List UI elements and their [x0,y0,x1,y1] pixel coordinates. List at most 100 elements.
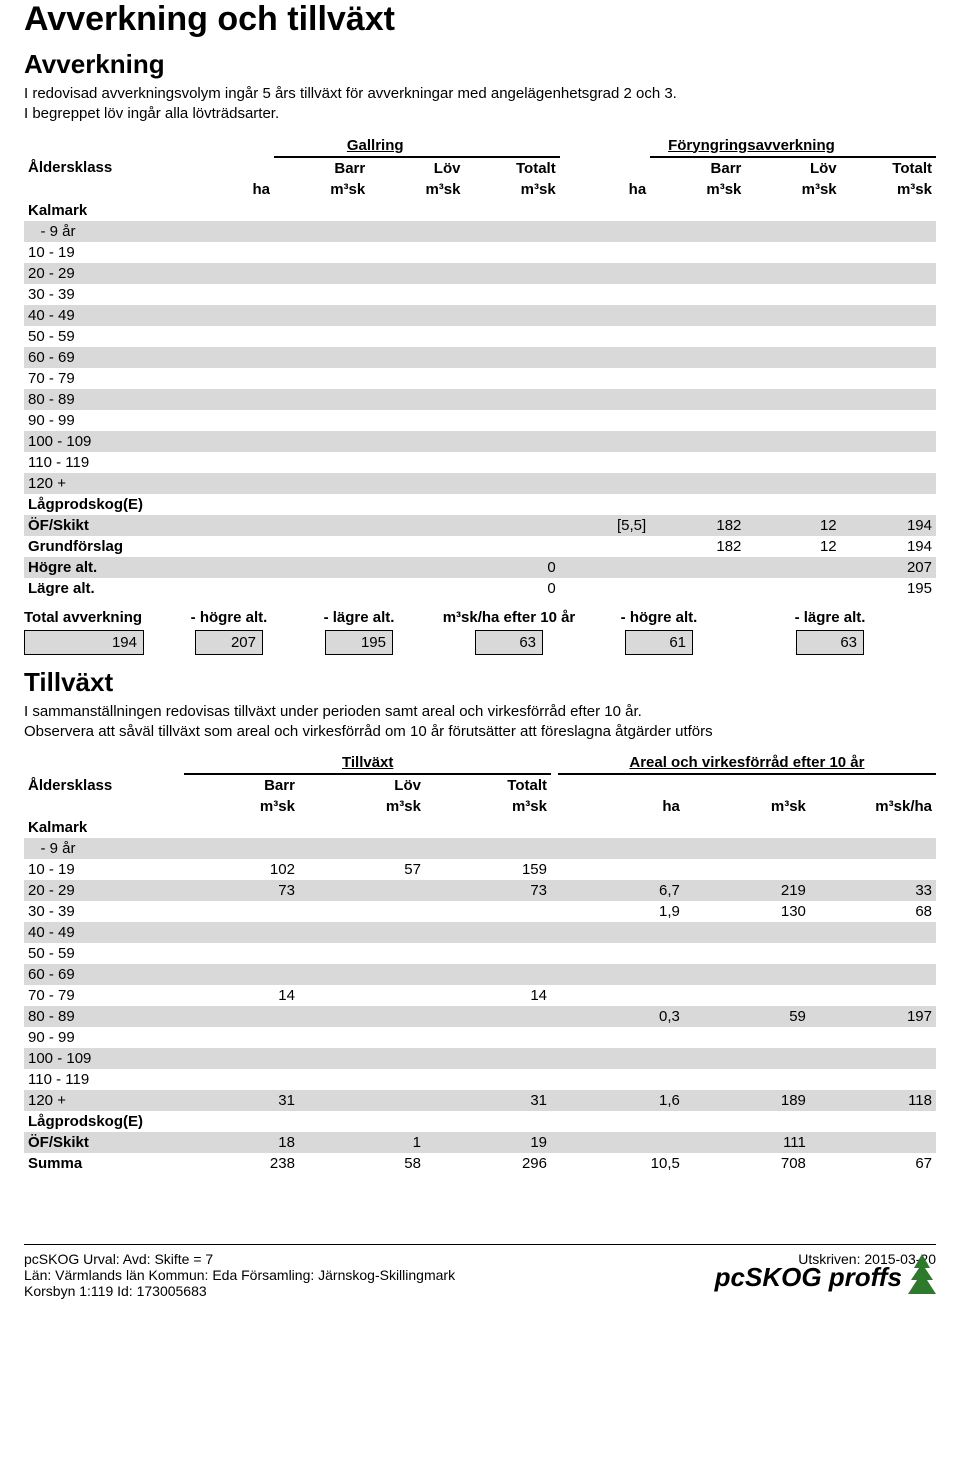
summary-box-1: 207 [195,630,263,655]
table-row: 40 - 49 [24,305,936,326]
unit-m3sk-l3: m³sk [464,179,559,200]
unit2-m3sk-1: m³sk [184,796,299,817]
intro-line-1: I redovisad avverkningsvolym ingår 5 års… [24,85,677,102]
table-row: 120 +31311,6189118 [24,1090,936,1111]
table-row: Grundförslag18212194 [24,536,936,557]
group-header-foryngring: Föryngringsavverkning [567,135,936,157]
unit2-m3sk-3: m³sk [425,796,551,817]
group-header-areal: Areal och virkesförråd efter 10 år [558,752,936,774]
summary-label-hogre2: - högre alt. [594,607,724,628]
intro-text: I redovisad avverkningsvolym ingår 5 års… [24,84,936,125]
table-row: 90 - 99 [24,410,936,431]
table-header-groups: Gallring Föryngringsavverkning [24,135,936,157]
unit-m3sk-r1: m³sk [650,179,745,200]
col-lov-r: Löv [745,157,840,179]
table-row: Kalmark [24,817,936,838]
unit-m3sk-l1: m³sk [274,179,369,200]
table-header-top: Åldersklass Barr Löv Totalt Barr Löv Tot… [24,157,936,179]
table-row: 20 - 2973736,721933 [24,880,936,901]
table-row: 70 - 791414 [24,985,936,1006]
table-row: Summa2385829610,570867 [24,1153,936,1174]
table-header-bottom: ha m³sk m³sk m³sk ha m³sk m³sk m³sk [24,179,936,200]
unit-m3sk-l2: m³sk [369,179,464,200]
table-row: 30 - 39 [24,284,936,305]
table-row: Lägre alt.0195 [24,578,936,599]
unit2-m3sk-2: m³sk [299,796,425,817]
table-row: ÖF/Skikt[5,5]18212194 [24,515,936,536]
table-row: 110 - 119 [24,452,936,473]
unit-m3sk-r2: m³sk [745,179,840,200]
summary-label-total: Total avverkning [24,607,164,628]
summary-label-lagre: - lägre alt. [294,607,424,628]
col-lov-l: Löv [369,157,464,179]
table-avverkning: Gallring Föryngringsavverkning Ålderskla… [24,135,936,599]
table-row: 110 - 119 [24,1069,936,1090]
table-row: 90 - 99 [24,1027,936,1048]
logo: pcSKOG proffs [715,1254,936,1301]
table-row: 60 - 69 [24,347,936,368]
unit-m3sk-r3: m³sk [841,179,936,200]
table-row: ÖF/Skikt18119111 [24,1132,936,1153]
logo-text: pcSKOG proffs [715,1262,902,1293]
group-header-gallring: Gallring [191,135,560,157]
table-row: 60 - 69 [24,964,936,985]
unit2-m3skha: m³sk/ha [810,796,936,817]
summary-table: Total avverkning - högre alt. - lägre al… [24,607,936,657]
col2-lov: Löv [299,774,425,796]
table-row: 100 - 109 [24,431,936,452]
table-row: 10 - 1910257159 [24,859,936,880]
section-heading-tillvaxt: Tillväxt [24,667,936,698]
table-row: Lågprodskog(E) [24,1111,936,1132]
table-row: Lågprodskog(E) [24,494,936,515]
intro-text-2: I sammanställningen redovisas tillväxt u… [24,702,936,743]
table-row: Kalmark [24,200,936,221]
table-row: 50 - 59 [24,326,936,347]
table2-header-top: Åldersklass Barr Löv Totalt [24,774,936,796]
unit2-m3sk-4: m³sk [684,796,810,817]
col-aldersklass: Åldersklass [24,157,191,179]
page-title: Avverkning och tillväxt [24,0,936,39]
intro-line-2: I begreppet löv ingår alla lövträdsarter… [24,105,279,122]
summary-label-hogre: - högre alt. [164,607,294,628]
table-row: 20 - 29 [24,263,936,284]
summary-box-4: 61 [625,630,693,655]
summary-label-lagre2: - lägre alt. [724,607,936,628]
page: Avverkning och tillväxt Avverkning I red… [0,0,960,1323]
intro-line-4: Observera att såväl tillväxt som areal o… [24,723,713,740]
summary-box-0: 194 [24,630,144,655]
table-row: 50 - 59 [24,943,936,964]
tree-icon [908,1254,936,1301]
table-row: 10 - 19 [24,242,936,263]
col-barr-r: Barr [650,157,745,179]
summary-box-2: 195 [325,630,393,655]
summary-box-3: 63 [475,630,543,655]
col2-aldersklass: Åldersklass [24,774,184,796]
col-totalt-r: Totalt [841,157,936,179]
table-row: 100 - 109 [24,1048,936,1069]
intro-line-3: I sammanställningen redovisas tillväxt u… [24,703,642,720]
table-row: Högre alt.0207 [24,557,936,578]
table-row: 120 + [24,473,936,494]
unit2-ha: ha [558,796,684,817]
unit-ha-l: ha [191,179,274,200]
section-heading-avverkning: Avverkning [24,49,936,80]
table-row: 30 - 391,913068 [24,901,936,922]
table2-header-groups: Tillväxt Areal och virkesförråd efter 10… [24,752,936,774]
table-tillvaxt: Tillväxt Areal och virkesförråd efter 10… [24,752,936,1174]
summary-box-5: 63 [796,630,864,655]
unit-ha-r: ha [567,179,650,200]
table2-header-bottom: m³sk m³sk m³sk ha m³sk m³sk/ha [24,796,936,817]
col2-barr: Barr [184,774,299,796]
table-row: 80 - 89 [24,389,936,410]
col2-totalt: Totalt [425,774,551,796]
table-row: - 9 år [24,838,936,859]
group-header-tillvaxt: Tillväxt [184,752,551,774]
col-totalt-l: Totalt [464,157,559,179]
col-barr-l: Barr [274,157,369,179]
table-row: 80 - 890,359197 [24,1006,936,1027]
page-footer: pcSKOG Urval: Avd: Skifte = 7 Län: Värml… [24,1244,936,1299]
table-row: 40 - 49 [24,922,936,943]
table-row: - 9 år [24,221,936,242]
table-row: 70 - 79 [24,368,936,389]
summary-label-m3skha: m³sk/ha efter 10 år [424,607,594,628]
